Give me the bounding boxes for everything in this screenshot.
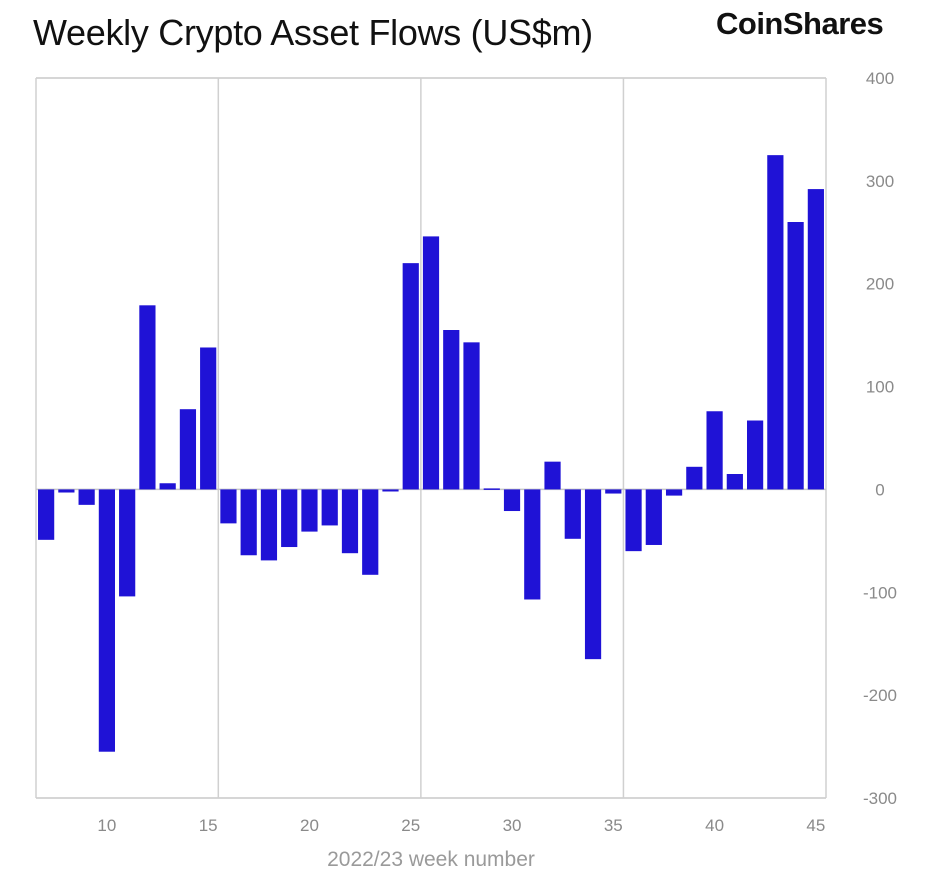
bar-week-19	[281, 489, 298, 548]
bar-week-33	[564, 489, 581, 539]
x-tick-label: 15	[199, 816, 218, 835]
bar-week-25	[402, 263, 419, 490]
bar-week-15	[200, 347, 217, 490]
x-tick-label: 20	[300, 816, 319, 835]
y-tick-label: -200	[863, 686, 897, 705]
bar-week-20	[301, 489, 318, 532]
bar-week-16	[220, 489, 237, 524]
bar-week-31	[524, 489, 541, 600]
bar-week-8	[58, 489, 75, 493]
bar-week-45	[807, 189, 824, 490]
bar-week-34	[584, 489, 602, 660]
bar-week-7	[38, 489, 55, 540]
y-tick-label: 0	[875, 480, 884, 499]
bar-week-43	[767, 155, 784, 490]
bar-week-22	[341, 489, 359, 554]
x-tick-label: 10	[97, 816, 116, 835]
bar-week-9	[78, 489, 95, 505]
bar-week-32	[544, 461, 561, 490]
x-tick-label: 45	[806, 816, 825, 835]
y-tick-label: 100	[866, 378, 894, 397]
x-tick-label: 40	[705, 816, 724, 835]
bar-week-26	[422, 236, 440, 490]
bar-week-40	[706, 411, 723, 490]
bar-week-18	[260, 489, 278, 561]
bar-week-38	[665, 489, 683, 496]
x-axis-label: 2022/23 week number	[327, 848, 535, 871]
bar-week-11	[119, 489, 136, 597]
bar-week-39	[686, 466, 703, 490]
y-tick-label: -100	[863, 583, 897, 602]
y-tick-label: 200	[866, 275, 894, 294]
x-tick-label: 25	[401, 816, 420, 835]
y-tick-label: 400	[866, 69, 894, 88]
bar-week-41	[726, 474, 743, 490]
bar-week-10	[98, 489, 115, 752]
bar-week-27	[443, 330, 460, 490]
bar-week-24	[382, 489, 399, 492]
bar-week-29	[483, 488, 500, 490]
bar-week-13	[159, 483, 176, 490]
y-tick-label: -300	[863, 789, 897, 808]
bar-week-36	[625, 489, 642, 552]
bar-week-42	[747, 420, 764, 490]
bar-week-37	[645, 489, 662, 545]
bar-week-35	[605, 489, 622, 494]
x-tick-label: 30	[503, 816, 522, 835]
bar-week-21	[321, 489, 338, 526]
bar-week-14	[179, 409, 197, 490]
bar-week-23	[362, 489, 379, 575]
bar-week-28	[463, 342, 480, 490]
bar-week-44	[787, 222, 804, 490]
chart-title: Weekly Crypto Asset Flows (US$m)	[33, 12, 593, 53]
y-tick-label: 300	[866, 172, 894, 191]
bar-week-12	[139, 305, 156, 490]
coinshares-logo: CoinShares	[716, 6, 884, 41]
x-tick-label: 35	[604, 816, 623, 835]
bar-week-30	[503, 489, 521, 512]
bar-week-17	[240, 489, 257, 556]
